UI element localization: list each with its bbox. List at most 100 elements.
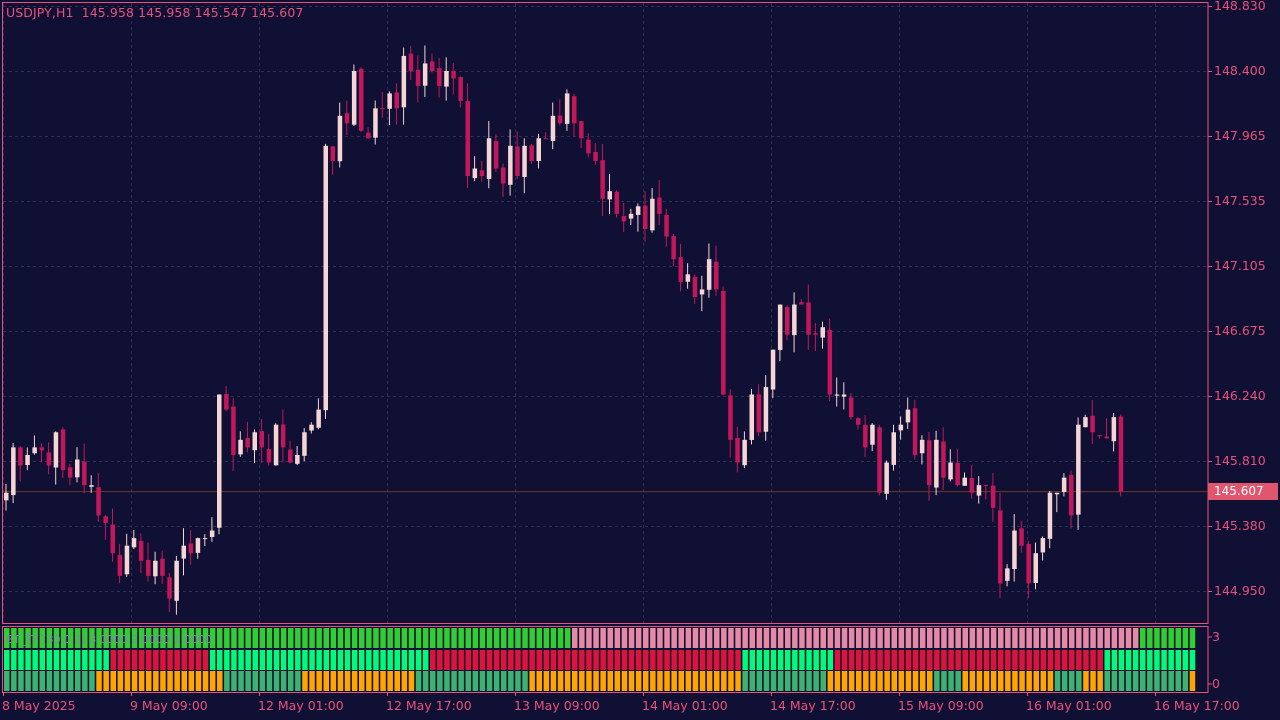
price-label: 147.105 [1214, 258, 1266, 273]
indicator-bar [1168, 650, 1174, 670]
indicator-bar [1118, 671, 1125, 691]
indicator-bar [373, 650, 379, 670]
candle-body [579, 121, 584, 139]
candle-body [32, 447, 37, 454]
indicator-bar [543, 650, 550, 670]
candle-body [1005, 568, 1010, 581]
indicator-bar [351, 671, 358, 691]
indicator-bar [990, 628, 997, 648]
indicator-bar [671, 628, 677, 648]
candle-body [295, 454, 300, 464]
candle-body [444, 71, 449, 87]
indicator-bar [1189, 671, 1196, 691]
indicator-bar [1040, 628, 1047, 648]
indicator-bar [60, 650, 67, 670]
indicator-bar [11, 650, 17, 670]
candle-body [728, 395, 733, 440]
indicator-bar [1132, 650, 1139, 670]
candle-body [458, 77, 463, 101]
candle-body [834, 394, 840, 396]
chart-title: USDJPY,H1 145.958 145.958 145.547 145.60… [6, 5, 304, 20]
indicator-bar [1097, 628, 1103, 648]
candle-body [1118, 416, 1124, 492]
candle-body [415, 69, 421, 86]
indicator-bar [323, 650, 329, 670]
indicator-bar [927, 671, 933, 691]
candle-body [664, 214, 669, 237]
indicator-bar [1125, 650, 1132, 670]
indicator-bar [430, 628, 436, 648]
indicator-bar [408, 671, 415, 691]
indicator-bar [273, 628, 280, 648]
candle-body [515, 146, 520, 177]
indicator-bar [1054, 628, 1061, 648]
indicator-bar [614, 671, 621, 691]
indicator-bar [827, 671, 834, 691]
indicator-bar [486, 628, 493, 648]
candle-body [572, 96, 577, 124]
candle-body [962, 477, 967, 486]
indicator-bar [785, 650, 791, 670]
indicator-bar [316, 650, 322, 670]
indicator-bar [188, 671, 195, 691]
indicator-bar [508, 671, 514, 691]
candle-body [4, 492, 9, 501]
indicator-bar [437, 628, 443, 648]
indicator-bar [941, 671, 947, 691]
candle-body [600, 160, 605, 199]
indicator-bar [586, 650, 592, 670]
candle-body [124, 545, 130, 575]
indicator-bar [905, 671, 912, 691]
candle-body [60, 429, 66, 471]
indicator-bar [536, 650, 542, 670]
time-label: 14 May 01:00 [642, 698, 728, 713]
indicator-bar [202, 671, 209, 691]
indicator-bar [408, 628, 415, 648]
price-label: 147.535 [1214, 193, 1266, 208]
candle-body [1026, 543, 1031, 584]
candle-body [110, 524, 115, 554]
indicator-bar [75, 650, 81, 670]
indicator-bar [870, 650, 876, 670]
indicator-bar [742, 671, 748, 691]
indicator-bar [103, 650, 109, 670]
candle-body [493, 141, 499, 169]
indicator-bar [1033, 628, 1039, 648]
indicator-bar [962, 671, 968, 691]
price-label: 148.830 [1214, 0, 1266, 13]
indicator-bar [834, 650, 841, 670]
indicator-bar [380, 628, 386, 648]
indicator-bar [756, 671, 763, 691]
indicator-border [2, 626, 1209, 693]
indicator-bar [529, 650, 535, 670]
candle-body [351, 71, 357, 125]
indicator-bar [1005, 671, 1011, 691]
indicator-bar [770, 650, 777, 670]
indicator-bar [1090, 671, 1096, 691]
indicator-bar [1005, 628, 1011, 648]
indicator-bar [1033, 671, 1039, 691]
indicator-bar [1111, 650, 1118, 670]
candle-body [891, 432, 896, 465]
indicator-bar [998, 628, 1004, 648]
indicator-bar [792, 650, 798, 670]
candle-body [131, 538, 137, 548]
candle-body [856, 418, 861, 425]
indicator-bar [550, 650, 557, 670]
time-axis[interactable]: 8 May 2025 9 May 09:00 12 May 01:00 12 May … [2, 692, 1240, 713]
indicator-bar [891, 650, 897, 670]
indicator-bar [444, 628, 450, 648]
indicator-bar [401, 671, 408, 691]
indicator-bar [1040, 671, 1047, 691]
indicator-bar [153, 650, 159, 670]
indicator-bar [714, 671, 720, 691]
price-axis[interactable]: 148.830 148.400 147.965 147.535 147.105 146.6… [1208, 0, 1266, 691]
indicator-bar [82, 650, 88, 670]
indicator-bar [763, 628, 770, 648]
indicator-bar [856, 671, 862, 691]
indicator-bar [657, 628, 663, 648]
indicator-bar [1076, 671, 1082, 691]
candle-body [721, 290, 726, 395]
indicator-bar [579, 650, 585, 670]
